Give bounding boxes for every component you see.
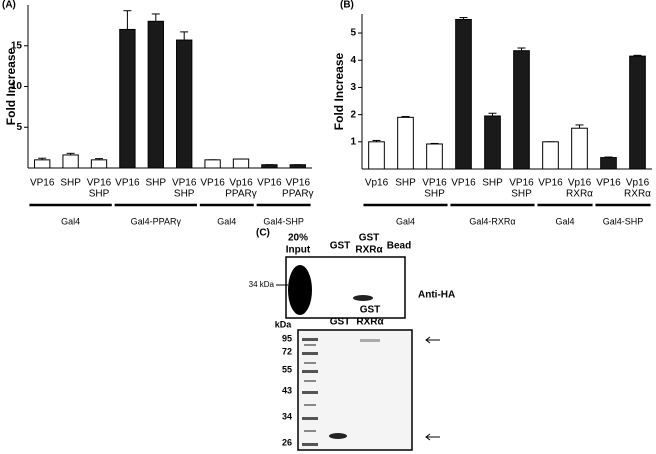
x-tick-label: Vp16 — [568, 178, 592, 189]
gel-bottom — [297, 329, 413, 451]
lane-label: RXRα — [355, 245, 383, 256]
x-tick-label: VP16 — [115, 178, 140, 189]
rxr-band — [353, 295, 373, 301]
marker-label: 43 — [282, 385, 292, 395]
marker-label: 34 kDa — [249, 280, 275, 289]
lane-label: Bead — [387, 241, 411, 252]
x-tick-label: RXRα — [566, 189, 593, 200]
x-tick-label: VP16 — [451, 178, 476, 189]
group-label: Gal4-SHP — [263, 216, 304, 226]
y-axis-title: Fold Increase — [4, 48, 18, 126]
bar — [571, 127, 588, 170]
bar — [147, 20, 164, 169]
unit-label: kDa — [275, 319, 293, 329]
x-tick-label: VP16 — [172, 178, 197, 189]
antibody-label: Anti-HA — [418, 290, 455, 301]
x-tick-label: SHP — [395, 178, 416, 189]
x-tick-label: SHP — [511, 189, 532, 200]
y-tick-label: 5 — [16, 122, 22, 133]
x-tick-label: VP16 — [30, 178, 55, 189]
bar — [368, 141, 385, 170]
x-tick-label: RXRα — [624, 189, 651, 200]
y-tick-label: 10 — [11, 81, 23, 92]
bar — [600, 157, 617, 170]
marker-label: 26 — [282, 437, 292, 447]
bar — [484, 115, 501, 170]
x-tick-label: VP16 — [286, 178, 311, 189]
marker-label: 55 — [282, 364, 292, 374]
bar — [34, 159, 51, 169]
bar — [90, 159, 108, 169]
group-label: Gal4-RXRα — [469, 216, 515, 226]
marker-label: 34 — [282, 411, 292, 421]
y-tick-label: 3 — [350, 82, 356, 93]
x-tick-label: VP16 — [509, 178, 534, 189]
bar — [397, 116, 414, 170]
lane-label: GST — [330, 317, 351, 328]
bar — [289, 164, 306, 169]
bar — [62, 154, 79, 169]
bar — [232, 158, 250, 169]
y-tick-label: 15 — [11, 40, 23, 51]
bar — [261, 164, 278, 169]
lane-label: GST — [360, 305, 381, 316]
bar — [513, 50, 530, 170]
x-tick-label: PPARγ — [225, 189, 257, 200]
y-axis-title: Fold Increase — [332, 53, 346, 131]
panel-label: (B) — [340, 0, 354, 11]
x-tick-label: VP16 — [422, 178, 447, 189]
arrow — [425, 433, 440, 441]
x-tick-label: VP16 — [257, 178, 282, 189]
x-tick-label: SHP — [482, 178, 503, 189]
x-tick-label: SHP — [424, 189, 445, 200]
y-tick-label: 5 — [350, 28, 356, 39]
ladder — [302, 338, 318, 446]
group-label: Gal4 — [396, 216, 415, 226]
group-label: Gal4-PPARγ — [131, 216, 182, 226]
bar — [426, 143, 443, 170]
lane-label: GST — [359, 233, 380, 244]
group-label: Gal4 — [61, 216, 80, 226]
arrow — [425, 336, 440, 344]
lane-label: RXRα — [356, 317, 384, 328]
x-tick-label: VP16 — [596, 178, 621, 189]
bar — [176, 39, 193, 169]
bar — [542, 141, 559, 170]
x-tick-label: PPARγ — [282, 189, 314, 200]
x-tick-label: SHP — [146, 178, 167, 189]
gst-rxr-band — [360, 339, 380, 342]
gst-band — [329, 433, 347, 439]
x-tick-label: SHP — [89, 189, 110, 200]
bar — [204, 159, 221, 169]
x-tick-label: VP16 — [538, 178, 563, 189]
group-label: Gal4-SHP — [603, 216, 644, 226]
bar — [455, 18, 472, 170]
bar — [629, 55, 646, 170]
x-tick-label: VP16 — [200, 178, 225, 189]
group-label: Gal4 — [217, 216, 236, 226]
bar — [119, 28, 136, 169]
panel-label: (C) — [256, 228, 270, 239]
y-tick-label: 1 — [350, 136, 356, 147]
x-tick-label: Vp16 — [365, 178, 389, 189]
y-tick-label: 2 — [350, 109, 356, 120]
y-tick-label: 4 — [350, 55, 356, 66]
panel-label: (A) — [2, 0, 16, 11]
group-label: Gal4 — [555, 216, 574, 226]
lane-label: 20% — [288, 233, 308, 244]
lane-label: Input — [286, 245, 311, 256]
x-tick-label: Vp16 — [229, 178, 253, 189]
x-tick-label: SHP — [60, 178, 81, 189]
marker-label: 95 — [282, 333, 292, 343]
lane-label: GST — [330, 241, 351, 252]
input-band — [288, 265, 312, 315]
marker-label: 72 — [282, 346, 292, 356]
x-tick-label: VP16 — [87, 178, 112, 189]
x-tick-label: Vp16 — [626, 178, 650, 189]
x-tick-label: SHP — [174, 189, 195, 200]
